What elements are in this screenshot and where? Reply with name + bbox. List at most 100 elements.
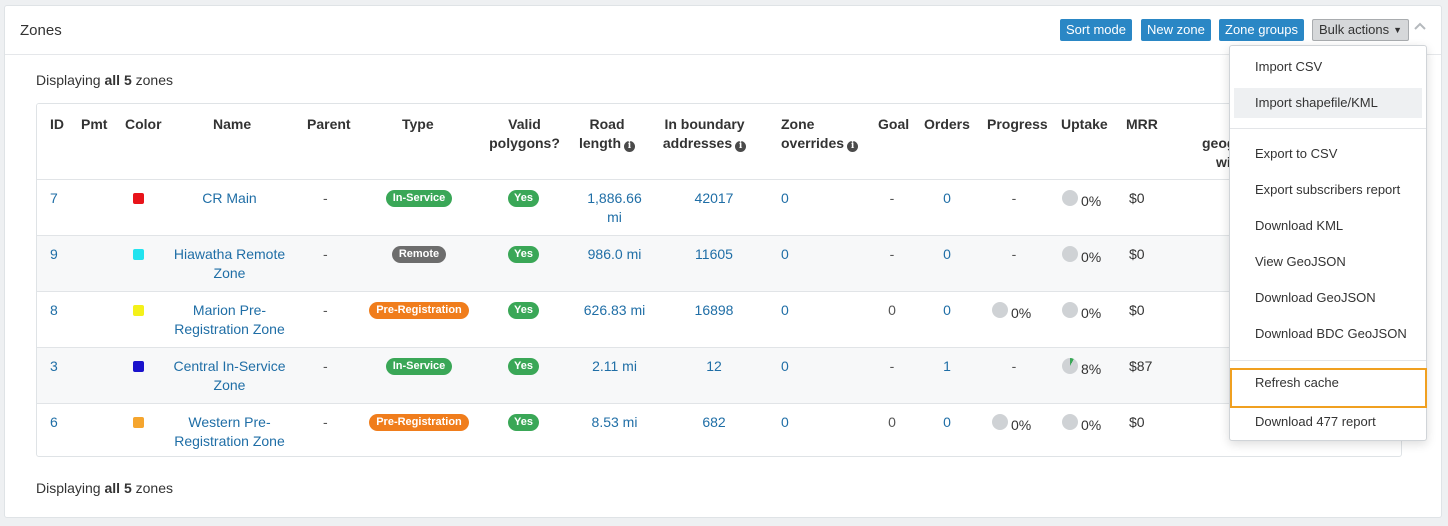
header-zone-overrides[interactable]: Zone overrides i	[781, 115, 859, 153]
type-badge: In-Service	[386, 358, 452, 375]
road-length-value[interactable]: 986.0 mi	[572, 245, 657, 264]
zone-name-line1: CR Main	[202, 190, 257, 206]
boundary-addresses-link[interactable]: 16898	[694, 302, 734, 318]
zone-name-link[interactable]: Marion Pre- Registration Zone	[162, 301, 297, 339]
header-name[interactable]: Name	[213, 116, 252, 132]
mrr-value: $0	[1129, 190, 1145, 206]
orders-link[interactable]: 0	[943, 190, 951, 206]
menu-item-download-477[interactable]: Download 477 report	[1255, 414, 1376, 429]
zone-id-link[interactable]: 9	[50, 246, 58, 262]
header-parent[interactable]: Parent	[307, 116, 351, 132]
zone-overrides-link[interactable]: 0	[781, 190, 789, 206]
header-type[interactable]: Type	[402, 116, 434, 132]
orders-link[interactable]: 0	[943, 414, 951, 430]
sort-mode-button[interactable]: Sort mode	[1060, 19, 1132, 41]
info-icon[interactable]: i	[624, 141, 635, 152]
zone-name-link[interactable]: Western Pre- Registration Zone	[162, 413, 297, 451]
boundary-addresses-link[interactable]: 11605	[695, 246, 733, 262]
orders-link[interactable]: 1	[943, 358, 951, 374]
zone-name-line1: Marion Pre-	[192, 302, 267, 318]
menu-item-export-csv[interactable]: Export to CSV	[1255, 146, 1338, 161]
zone-name-line1: Western Pre-	[188, 414, 271, 430]
menu-item-refresh-cache[interactable]: Refresh cache	[1230, 368, 1427, 408]
zone-name-link[interactable]: Hiawatha Remote Zone	[162, 245, 297, 283]
road-length-line1: 626.83 mi	[583, 302, 646, 318]
zone-id-link[interactable]: 6	[50, 414, 58, 430]
uptake-pie-icon	[1062, 358, 1078, 374]
zone-overrides-link[interactable]: 0	[781, 414, 789, 430]
header-color[interactable]: Color	[125, 116, 162, 132]
zone-overrides-link[interactable]: 0	[781, 246, 789, 262]
menu-item-download-bdc-geojson[interactable]: Download BDC GeoJSON	[1255, 326, 1407, 341]
zone-overrides-link[interactable]: 0	[781, 358, 789, 374]
zone-name-line2: Zone	[213, 265, 246, 281]
color-swatch	[133, 305, 144, 316]
zone-name-link[interactable]: CR Main	[162, 189, 297, 208]
header-road-length[interactable]: Road length i	[572, 115, 642, 153]
uptake-pie-icon	[1062, 246, 1078, 262]
type-badge: Pre-Registration	[369, 302, 469, 319]
uptake-pie-icon	[1062, 302, 1078, 318]
summary-prefix: Displaying	[36, 72, 101, 88]
goal-value: 0	[888, 414, 896, 430]
mrr-value: $0	[1129, 246, 1145, 262]
menu-divider	[1230, 128, 1426, 129]
orders-link[interactable]: 0	[943, 302, 951, 318]
table-row: 6 Western Pre- Registration Zone - Pre-Regis…	[37, 403, 1401, 456]
menu-item-download-geojson[interactable]: Download GeoJSON	[1255, 290, 1376, 305]
road-length-value[interactable]: 8.53 mi	[572, 413, 657, 432]
zone-id-link[interactable]: 7	[50, 190, 58, 206]
header-boundary-line1: In boundary	[664, 116, 745, 132]
menu-item-export-subscribers[interactable]: Export subscribers report	[1255, 182, 1401, 197]
zone-id-link[interactable]: 3	[50, 358, 58, 374]
boundary-addresses-link[interactable]: 12	[706, 358, 722, 374]
uptake-value: 8%	[1081, 361, 1102, 377]
header-uptake[interactable]: Uptake	[1061, 116, 1108, 132]
color-swatch	[133, 361, 144, 372]
goal-value: -	[889, 246, 895, 262]
boundary-addresses-link[interactable]: 682	[702, 414, 726, 430]
valid-yes-badge: Yes	[508, 358, 539, 375]
header-progress[interactable]: Progress	[987, 116, 1048, 132]
orders-link[interactable]: 0	[943, 246, 951, 262]
zone-id-link[interactable]: 8	[50, 302, 58, 318]
summary-bottom: Displaying all 5 zones	[36, 480, 173, 496]
progress-pie-icon	[992, 302, 1008, 318]
menu-item-view-geojson[interactable]: View GeoJSON	[1255, 254, 1346, 269]
type-badge: Pre-Registration	[369, 414, 469, 431]
header-pmt[interactable]: Pmt	[81, 116, 108, 132]
type-badge: Remote	[392, 246, 446, 263]
menu-item-download-kml[interactable]: Download KML	[1255, 218, 1344, 233]
zone-name-link[interactable]: Central In-Service Zone	[162, 357, 297, 395]
header-id[interactable]: ID	[50, 116, 64, 132]
header-mrr[interactable]: MRR	[1126, 116, 1158, 132]
road-length-value[interactable]: 1,886.66 mi	[572, 189, 657, 227]
progress-value: 0%	[1011, 417, 1032, 433]
menu-item-import-shapefile[interactable]: Import shapefile/KML	[1234, 88, 1422, 118]
road-length-line2: mi	[607, 209, 622, 225]
header-orders[interactable]: Orders	[924, 116, 970, 132]
parent-value: -	[323, 302, 328, 318]
header-boundary-line2: addresses	[662, 135, 733, 151]
boundary-addresses-link[interactable]: 42017	[694, 190, 734, 206]
header-in-boundary-addresses[interactable]: In boundary addresses i	[657, 115, 752, 153]
chevron-up-icon[interactable]	[1414, 21, 1426, 31]
info-icon[interactable]: i	[847, 141, 859, 152]
summary-prefix: Displaying	[36, 480, 101, 496]
table-row: 3 Central In-Service Zone - In-Service Yes 2.1…	[37, 347, 1401, 403]
header-overrides-line2: overrides	[781, 135, 845, 151]
new-zone-button[interactable]: New zone	[1141, 19, 1211, 41]
header-valid-polygons[interactable]: Valid polygons?	[487, 115, 562, 153]
header-goal[interactable]: Goal	[878, 116, 910, 132]
road-length-value[interactable]: 626.83 mi	[572, 301, 657, 320]
zone-groups-button[interactable]: Zone groups	[1219, 19, 1304, 41]
info-icon[interactable]: i	[735, 141, 747, 152]
header-valid-line2: polygons?	[489, 135, 560, 151]
road-length-value[interactable]: 2.11 mi	[572, 357, 657, 376]
uptake-value: 0%	[1081, 417, 1102, 433]
bulk-actions-label: Bulk actions	[1319, 22, 1390, 37]
summary-suffix: zones	[135, 480, 173, 496]
menu-item-import-csv[interactable]: Import CSV	[1255, 59, 1323, 74]
zone-overrides-link[interactable]: 0	[781, 302, 789, 318]
bulk-actions-button[interactable]: Bulk actions ▼	[1312, 19, 1410, 41]
